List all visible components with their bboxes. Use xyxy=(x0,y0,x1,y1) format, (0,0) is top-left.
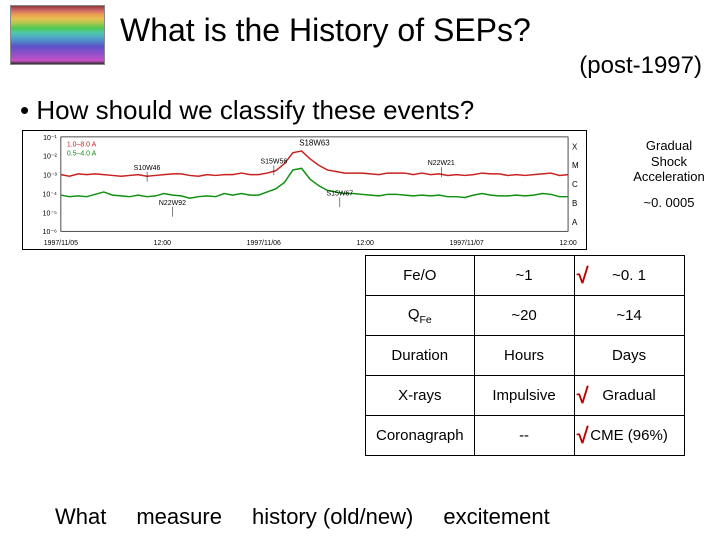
table-gradual-4: √CME (96%) xyxy=(574,416,684,456)
table-param-1: QFe xyxy=(366,296,475,336)
svg-text:1.0–8.0 A: 1.0–8.0 A xyxy=(67,142,97,149)
table-param-2: Duration xyxy=(366,336,475,376)
table-impulsive-0: ~1 xyxy=(474,256,574,296)
slide-subtitle: (post-1997) xyxy=(579,52,702,80)
svg-text:M: M xyxy=(572,161,579,170)
bullet-question: • How should we classify these events? xyxy=(20,95,474,126)
gradual-label-block: Gradual Shock Acceleration ~0. 0005 xyxy=(624,138,714,210)
svg-text:1997/11/05: 1997/11/05 xyxy=(44,240,78,247)
svg-text:12:00: 12:00 xyxy=(356,240,374,247)
footer-what: What xyxy=(55,504,106,530)
svg-text:12:00: 12:00 xyxy=(559,240,577,247)
gradual-value: ~0. 0005 xyxy=(624,195,714,211)
svg-text:1997/11/06: 1997/11/06 xyxy=(247,240,281,247)
footer-excitement: excitement xyxy=(443,504,549,530)
table-gradual-2: Days xyxy=(574,336,684,376)
svg-text:S15W56: S15W56 xyxy=(261,158,288,165)
checkmark-icon: √ xyxy=(577,423,589,449)
svg-text:S10W46: S10W46 xyxy=(134,165,161,172)
footer-measure: measure xyxy=(136,504,222,530)
svg-text:10⁻⁶: 10⁻⁶ xyxy=(43,229,57,236)
table-param-4: Coronagraph xyxy=(366,416,475,456)
gradual-line3: Acceleration xyxy=(624,169,714,185)
gradual-line1: Gradual xyxy=(624,138,714,154)
svg-text:S15W67: S15W67 xyxy=(326,190,353,197)
svg-text:10⁻³: 10⁻³ xyxy=(43,173,57,180)
xray-flux-chart: 10⁻¹ 10⁻² 10⁻³ 10⁻⁴ 10⁻⁵ 10⁻⁶ X M C B A 1997/11/05 1… xyxy=(22,130,587,250)
table-param-3: X-rays xyxy=(366,376,475,416)
table-param-0: Fe/O xyxy=(366,256,475,296)
svg-text:1997/11/07: 1997/11/07 xyxy=(449,240,483,247)
svg-text:N22W21: N22W21 xyxy=(428,160,455,167)
svg-text:10⁻²: 10⁻² xyxy=(43,154,57,161)
svg-text:C: C xyxy=(572,180,578,189)
footer-nav: What measure history (old/new) excitemen… xyxy=(55,504,720,530)
svg-text:10⁻¹: 10⁻¹ xyxy=(43,135,57,142)
thumbnail-chart xyxy=(10,5,105,65)
table-gradual-0: √~0. 1 xyxy=(574,256,684,296)
table-impulsive-4: -- xyxy=(474,416,574,456)
svg-text:X: X xyxy=(572,142,578,151)
table-gradual-1: ~14 xyxy=(574,296,684,336)
svg-text:A: A xyxy=(572,218,578,227)
svg-text:N22W92: N22W92 xyxy=(159,200,186,207)
table-gradual-3: √Gradual xyxy=(574,376,684,416)
table-impulsive-2: Hours xyxy=(474,336,574,376)
svg-text:0.5–4.0 A: 0.5–4.0 A xyxy=(67,151,97,158)
checkmark-icon: √ xyxy=(577,263,589,289)
svg-text:12:00: 12:00 xyxy=(154,240,172,247)
footer-history: history (old/new) xyxy=(252,504,413,530)
svg-text:B: B xyxy=(572,199,577,208)
gradual-line2: Shock xyxy=(624,154,714,170)
slide-title: What is the History of SEPs? xyxy=(120,12,531,49)
checkmark-icon: √ xyxy=(577,383,589,409)
classification-table: Fe/O~1√~0. 1 QFe~20~14 DurationHoursDays X-… xyxy=(365,255,685,456)
table-impulsive-3: Impulsive xyxy=(474,376,574,416)
svg-text:10⁻⁴: 10⁻⁴ xyxy=(42,192,56,199)
svg-text:S18W63: S18W63 xyxy=(299,139,330,148)
svg-text:10⁻⁵: 10⁻⁵ xyxy=(43,210,57,217)
table-impulsive-1: ~20 xyxy=(474,296,574,336)
